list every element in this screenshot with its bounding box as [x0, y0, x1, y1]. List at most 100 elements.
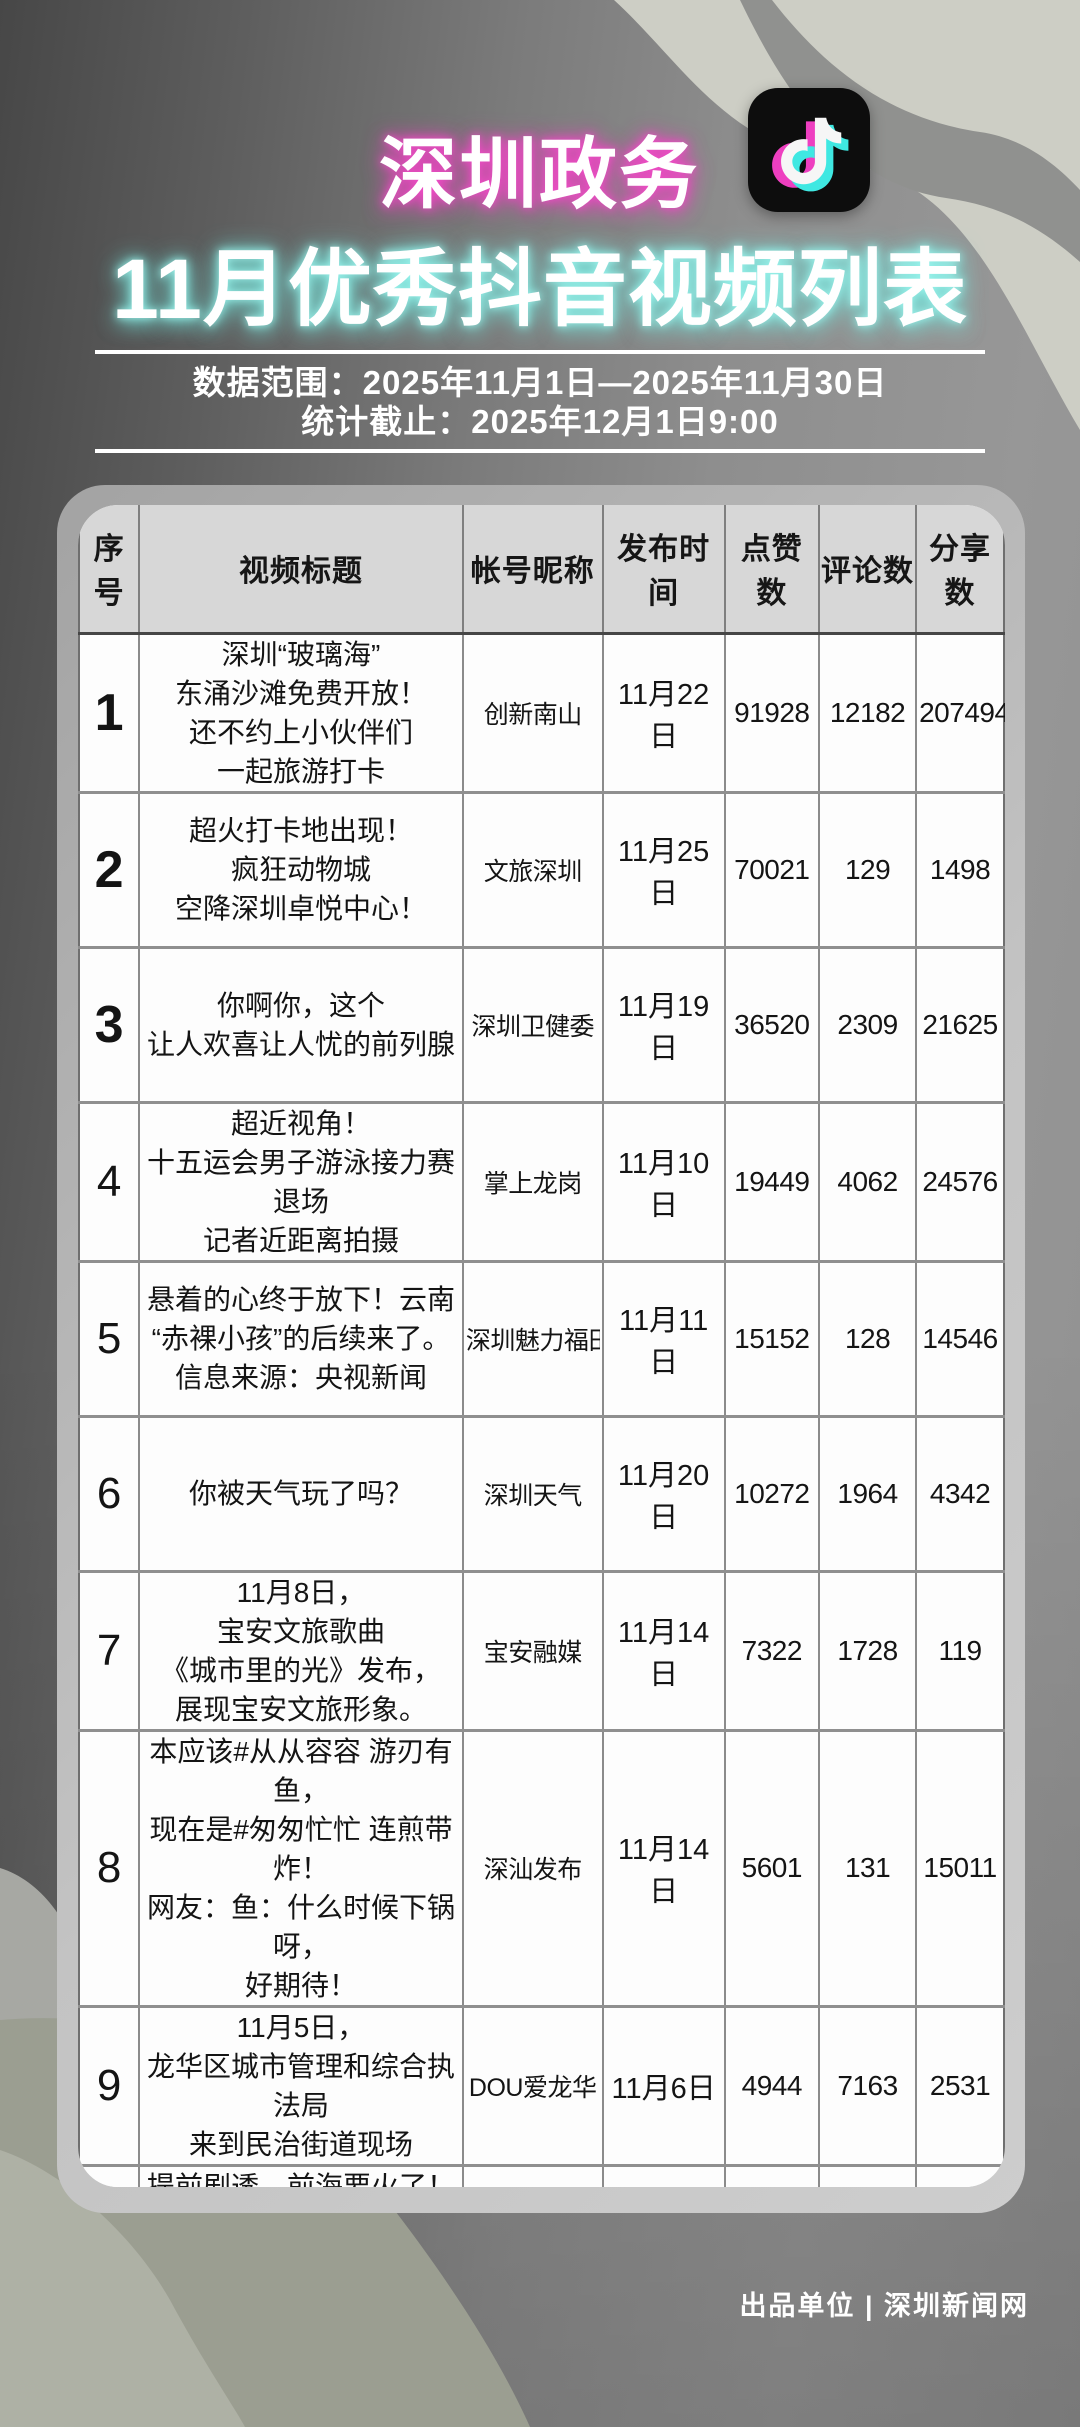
comments-cell: 4062 [818, 1102, 918, 1263]
shares-cell: 14546 [916, 1261, 1004, 1418]
date-cell: 11月6日 [602, 2006, 726, 2167]
video-title: 你被天气玩了吗？ [188, 1478, 413, 1509]
title-cell: 你啊你，这个 让人欢喜让人忧的前列腺 [139, 947, 464, 1104]
bottom-left-light-sage-band [0, 2150, 245, 2427]
comments-cell: 1728 [818, 1571, 918, 1732]
top-right-wave-gap-stripe [740, 0, 1080, 262]
video-ranking-table: 序号 视频标题 帐号昵称 发布时间 点赞数 评论数 分享数 1 深圳“玻璃海” … [78, 505, 1005, 2187]
comments-cell: 128 [818, 1261, 918, 1418]
date-cell: 11月19日 [602, 947, 726, 1104]
comments-cell: 12182 [818, 633, 918, 794]
title-cell: 悬着的心终于放下！云南 “赤裸小孩”的后续来了。 信息来源：央视新闻 [139, 1261, 464, 1418]
account-name: 深圳魅力福田 [465, 1326, 600, 1355]
data-range-text: 数据范围：2025年11月1日—2025年11月30日 [192, 364, 888, 401]
video-title: 11月5日， 龙华区城市管理和综合执法局 来到民治街道现场 [146, 2011, 455, 2160]
account-name: 深汕发布 [483, 1856, 583, 1884]
account-cell: DOU爱龙华 [462, 2006, 604, 2167]
comments-cell: 239 [818, 2165, 918, 2187]
col-header-comments: 评论数 [818, 505, 918, 635]
table-row: 9 11月5日， 龙华区城市管理和综合执法局 来到民治街道现场 DOU爱龙华 1… [79, 2006, 1004, 2167]
title-cell: 超近视角！ 十五运会男子游泳接力赛退场 记者近距离拍摄 [139, 1102, 464, 1263]
rank-cell: 8 [79, 1730, 141, 2008]
comments-cell: 129 [818, 792, 918, 949]
producer-credit: 出品单位 | 深圳新闻网 [739, 2291, 1029, 2321]
likes-cell: 2607 [724, 2165, 820, 2187]
date-cell: 11月20日 [602, 1416, 726, 1573]
col-header-title: 视频标题 [139, 505, 464, 635]
page-title-line1: 深圳政务 [378, 130, 699, 218]
title-cell: 深圳“玻璃海” 东涌沙滩免费开放！ 还不约上小伙伴们 一起旅游打卡 [139, 633, 464, 794]
account-name: 宝安融媒 [483, 1638, 583, 1667]
rank-cell: 2 [79, 792, 141, 949]
video-title: 超近视角！ 十五运会男子游泳接力赛退场 记者近距离拍摄 [146, 1107, 455, 1256]
video-title: 提前剧透，前海要火了！ 11月21日， 第十五届全运会闭幕式， 将以“星辰大海”… [146, 2170, 455, 2188]
likes-cell: 5601 [724, 1730, 820, 2008]
date-cell: 11月14日 [602, 1571, 726, 1732]
col-header-account: 帐号昵称 [462, 505, 604, 635]
account-cell: 宝安融媒 [462, 1571, 604, 1732]
col-header-date: 发布时间 [602, 505, 726, 635]
col-header-likes: 点赞数 [724, 505, 820, 635]
account-cell: 深汕发布 [462, 1730, 604, 2008]
likes-cell: 36520 [724, 947, 820, 1104]
shares-cell: 119 [916, 1571, 1004, 1732]
rank-cell: 1 [79, 633, 141, 794]
top-right-wave-band [614, 0, 1080, 430]
likes-cell: 19449 [724, 1102, 820, 1263]
video-title: 悬着的心终于放下！云南 “赤裸小孩”的后续来了。 信息来源：央视新闻 [146, 1284, 455, 1393]
account-cell: 深圳卫健委 [462, 947, 604, 1104]
comments-cell: 2309 [818, 947, 918, 1104]
account-name: 深圳天气 [483, 1481, 583, 1510]
table-row: 1 深圳“玻璃海” 东涌沙滩免费开放！ 还不约上小伙伴们 一起旅游打卡 创新南山… [79, 633, 1005, 794]
shares-cell: 1498 [916, 792, 1004, 949]
table-row: 3 你啊你，这个 让人欢喜让人忧的前列腺 深圳卫健委 11月19日 36520 … [79, 947, 1004, 1104]
video-title: 本应该#从从容容 游刃有鱼， 现在是#匆匆忙忙 连煎带炸！ 网友：鱼：什么时候下… [146, 1735, 455, 2001]
shares-cell: 4342 [916, 1416, 1004, 1573]
video-title: 超火打卡地出现！ 疯狂动物城 空降深圳卓悦中心！ [174, 815, 427, 924]
likes-cell: 91928 [724, 633, 820, 794]
account-name: 掌上龙岗 [483, 1169, 583, 1198]
page-title-line2: 11月优秀抖音视频列表 [112, 242, 968, 336]
tiktok-app-badge [748, 88, 870, 212]
rank-cell: 5 [79, 1261, 141, 1418]
tiktok-note-icon [772, 117, 849, 192]
likes-cell: 10272 [724, 1416, 820, 1573]
table-row: 4 超近视角！ 十五运会男子游泳接力赛退场 记者近距离拍摄 掌上龙岗 11月10… [79, 1102, 1004, 1263]
likes-cell: 70021 [724, 792, 820, 949]
video-title: 你啊你，这个 让人欢喜让人忧的前列腺 [146, 989, 455, 1060]
title-cell: 提前剧透，前海要火了！ 11月21日， 第十五届全运会闭幕式， 将以“星辰大海”… [139, 2165, 464, 2188]
table-row: 8 本应该#从从容容 游刃有鱼， 现在是#匆匆忙忙 连煎带炸！ 网友：鱼：什么时… [79, 1730, 1004, 2008]
table-row: 7 11月8日， 宝安文旅歌曲 《城市里的光》发布， 展现宝安文旅形象。 宝安融… [79, 1571, 1004, 1732]
title-cell: 超火打卡地出现！ 疯狂动物城 空降深圳卓悦中心！ [139, 792, 464, 949]
date-cell: 11月22日 [602, 633, 726, 794]
shares-cell: 24576 [916, 1102, 1004, 1263]
account-cell: 中国前海 [462, 2165, 604, 2187]
rank-cell: 9 [79, 2006, 141, 2167]
shares-cell: 21625 [916, 947, 1004, 1104]
likes-cell: 4944 [724, 2006, 820, 2167]
rank-cell: 6 [79, 1416, 141, 1573]
date-cell: 11月11日 [602, 1261, 726, 1418]
account-cell: 深圳魅力福田 [462, 1261, 604, 1418]
table-header-row: 序号 视频标题 帐号昵称 发布时间 点赞数 评论数 分享数 [79, 505, 1004, 635]
video-title: 11月8日， 宝安文旅歌曲 《城市里的光》发布， 展现宝安文旅形象。 [160, 1576, 441, 1725]
likes-cell: 15152 [724, 1261, 820, 1418]
title-cell: 本应该#从从容容 游刃有鱼， 现在是#匆匆忙忙 连煎带炸！ 网友：鱼：什么时候下… [139, 1730, 464, 2008]
account-cell: 创新南山 [462, 633, 604, 794]
title-cell: 你被天气玩了吗？ [139, 1416, 464, 1573]
title-cell: 11月8日， 宝安文旅歌曲 《城市里的光》发布， 展现宝安文旅形象。 [139, 1571, 464, 1732]
video-title: 深圳“玻璃海” 东涌沙滩免费开放！ 还不约上小伙伴们 一起旅游打卡 [174, 638, 427, 787]
account-cell: 深圳天气 [462, 1416, 604, 1573]
comments-cell: 7163 [818, 2006, 918, 2167]
comments-cell: 1964 [818, 1416, 918, 1573]
table-row: 10 提前剧透，前海要火了！ 11月21日， 第十五届全运会闭幕式， 将以“星辰… [79, 2165, 1004, 2187]
table-card: 序号 视频标题 帐号昵称 发布时间 点赞数 评论数 分享数 1 深圳“玻璃海” … [78, 505, 1005, 2187]
rank-cell: 3 [79, 947, 141, 1104]
account-name: 深圳卫健委 [471, 1012, 594, 1041]
table-row: 6 你被天气玩了吗？ 深圳天气 11月20日 10272 1964 4342 [79, 1416, 1004, 1573]
stat-cutoff-text: 统计截止：2025年12月1日9:00 [301, 403, 779, 440]
account-name: DOU爱龙华 [468, 2073, 597, 2102]
date-cell: 11月14日 [602, 1730, 726, 2008]
date-cell: 11月10日 [602, 1102, 726, 1263]
